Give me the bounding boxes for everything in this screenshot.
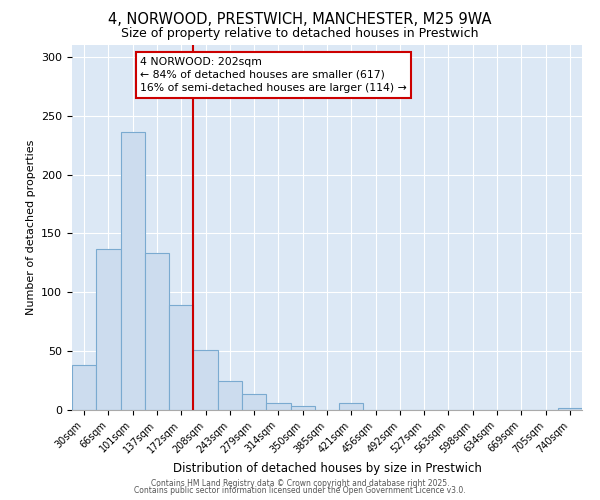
Bar bbox=[169, 305, 193, 410]
Text: 4, NORWOOD, PRESTWICH, MANCHESTER, M25 9WA: 4, NORWOOD, PRESTWICH, MANCHESTER, M25 9… bbox=[108, 12, 492, 28]
Bar bbox=[242, 394, 266, 410]
Bar bbox=[96, 248, 121, 410]
Bar bbox=[121, 132, 145, 410]
Text: Contains public sector information licensed under the Open Government Licence v3: Contains public sector information licen… bbox=[134, 486, 466, 495]
Text: Contains HM Land Registry data © Crown copyright and database right 2025.: Contains HM Land Registry data © Crown c… bbox=[151, 478, 449, 488]
Text: 4 NORWOOD: 202sqm
← 84% of detached houses are smaller (617)
16% of semi-detache: 4 NORWOOD: 202sqm ← 84% of detached hous… bbox=[140, 57, 407, 93]
Bar bbox=[290, 406, 315, 410]
Text: Size of property relative to detached houses in Prestwich: Size of property relative to detached ho… bbox=[121, 28, 479, 40]
X-axis label: Distribution of detached houses by size in Prestwich: Distribution of detached houses by size … bbox=[173, 462, 481, 474]
Bar bbox=[72, 366, 96, 410]
Bar bbox=[193, 350, 218, 410]
Bar bbox=[339, 403, 364, 410]
Bar bbox=[266, 403, 290, 410]
Bar bbox=[218, 380, 242, 410]
Bar bbox=[145, 254, 169, 410]
Bar bbox=[558, 408, 582, 410]
Y-axis label: Number of detached properties: Number of detached properties bbox=[26, 140, 35, 315]
